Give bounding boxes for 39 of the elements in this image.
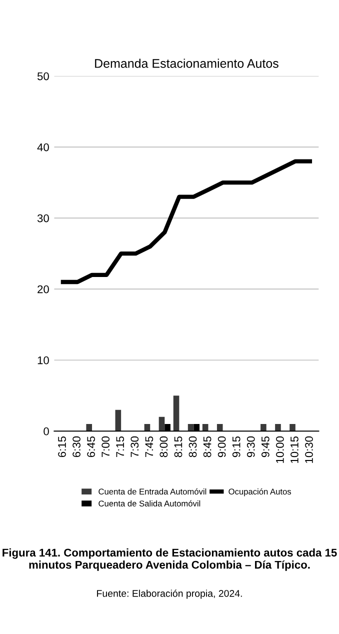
x-tick-label: 6:15 bbox=[58, 436, 66, 458]
bar bbox=[260, 424, 266, 432]
x-tick-label: 7:45 bbox=[145, 436, 154, 458]
x-tick-label: 10:30 bbox=[305, 436, 313, 463]
bar bbox=[216, 424, 223, 432]
x-tick-label: 7:30 bbox=[130, 436, 139, 458]
x-tick-label: 7:15 bbox=[116, 436, 124, 458]
bar bbox=[158, 416, 165, 432]
x-tick-label: 8:30 bbox=[188, 436, 197, 458]
x-tick-label: 7:00 bbox=[102, 436, 110, 458]
source-note: Fuente: Elaboración propia, 2024. bbox=[97, 590, 242, 599]
x-tick-label: 9:00 bbox=[218, 436, 226, 458]
bar bbox=[86, 424, 92, 432]
text: Figura 141. Comportamiento de Estacionamiento autos cada 15 minutos Parqueadero Avenida Colombia – Día Típico. bbox=[2, 548, 337, 571]
y-tick-label: 20 bbox=[38, 285, 49, 294]
y-tick-label: 40 bbox=[37, 143, 49, 152]
x-tick-label: 9:30 bbox=[246, 436, 255, 458]
bar bbox=[290, 424, 296, 432]
legend-label: Cuenta de Entrada Automóvil bbox=[98, 488, 206, 495]
y-tick-label: 0 bbox=[44, 427, 49, 436]
bar bbox=[115, 410, 122, 432]
line-series bbox=[60, 159, 312, 284]
y-tick-label: 30 bbox=[37, 214, 49, 222]
x-tick-label: 8:00 bbox=[160, 436, 168, 458]
x-tick-label: 8:15 bbox=[174, 436, 182, 458]
x-tick-label: 9:15 bbox=[232, 436, 240, 458]
x-tick-label: 6:30 bbox=[72, 436, 80, 458]
y-tick-label: 10 bbox=[38, 356, 49, 364]
bar bbox=[275, 424, 281, 432]
y-tick-label: 50 bbox=[37, 72, 49, 80]
x-tick-label: 8:45 bbox=[203, 436, 212, 458]
x-tick-label: 9:45 bbox=[261, 436, 270, 458]
bar bbox=[173, 396, 180, 432]
chart-title: Demanda Estacionamiento Autos bbox=[95, 58, 278, 68]
legend-label: Ocupación Autos bbox=[228, 488, 292, 496]
legend-label: Cuenta de Salida Automóvil bbox=[98, 500, 200, 506]
x-tick-label: 10:15 bbox=[290, 436, 298, 463]
x-tick-label: 6:45 bbox=[87, 436, 95, 458]
x-tick-label: 10:00 bbox=[276, 436, 284, 463]
